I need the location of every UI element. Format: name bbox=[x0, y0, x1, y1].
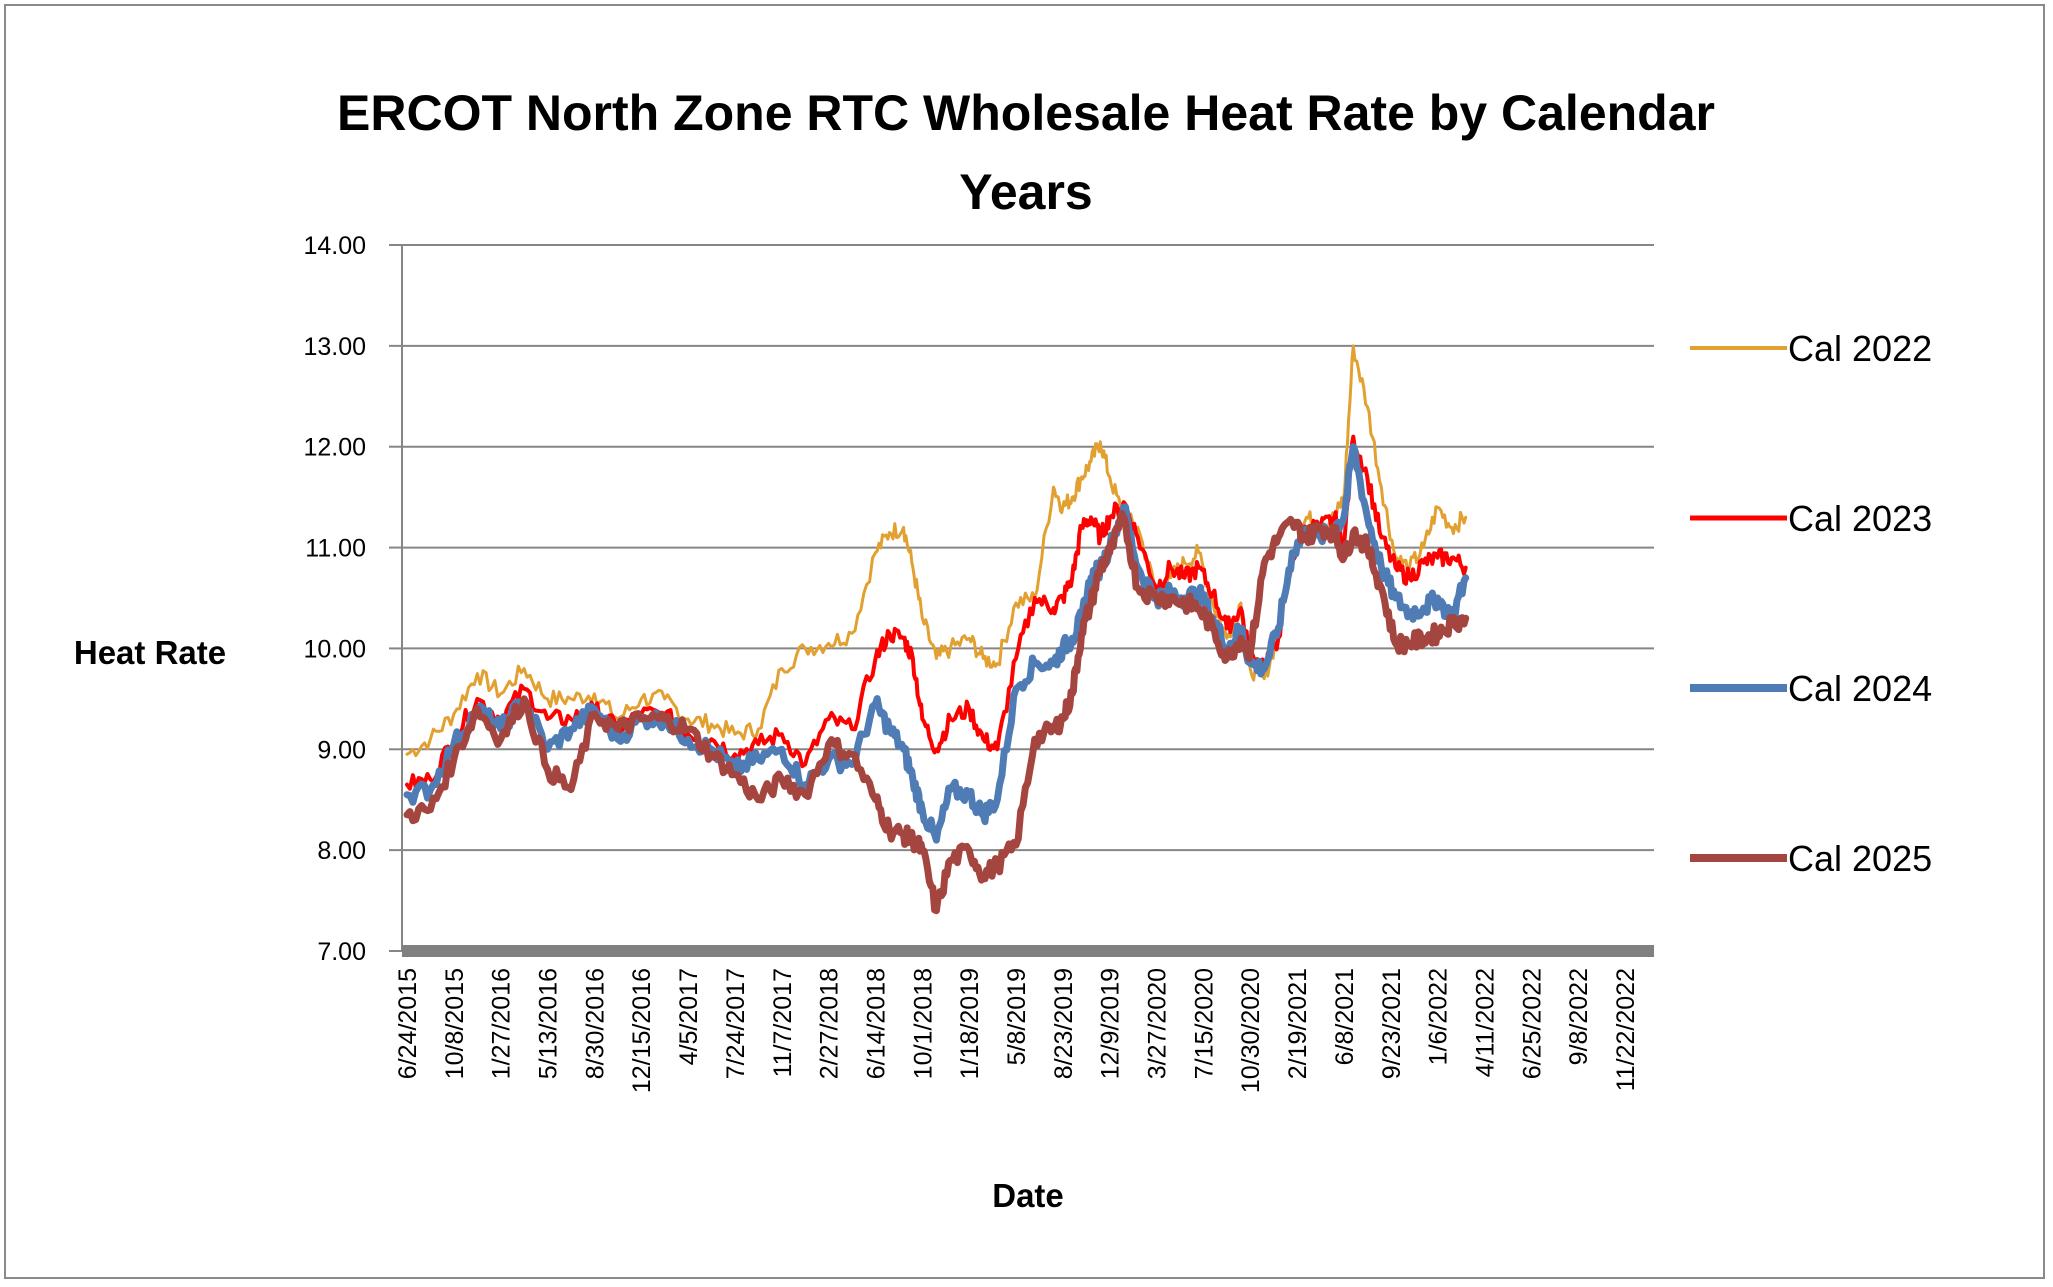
series-line-cal-2025 bbox=[403, 509, 1470, 915]
y-tick-label: 7.00 bbox=[317, 938, 366, 966]
x-axis-label: Date bbox=[992, 1177, 1064, 1214]
x-tick-label: 1/18/2019 bbox=[956, 968, 984, 1079]
legend-label: Cal 2023 bbox=[1788, 498, 1932, 539]
legend-item-cal-2025: Cal 2025 bbox=[1690, 838, 1932, 879]
x-tick-label: 1/6/2022 bbox=[1425, 968, 1453, 1065]
legend: Cal 2022 Cal 2023 Cal 2024 Cal 2025 bbox=[1690, 328, 1932, 879]
gridlines bbox=[389, 244, 1654, 952]
chart-title-line-1: ERCOT North Zone RTC Wholesale Heat Rate… bbox=[337, 85, 1715, 141]
x-tick-label: 7/15/2020 bbox=[1190, 968, 1218, 1079]
x-tick-label: 7/24/2017 bbox=[722, 968, 750, 1079]
x-tick-label: 5/8/2019 bbox=[1003, 968, 1031, 1065]
x-tick-label: 6/8/2021 bbox=[1331, 968, 1359, 1065]
y-tick-label: 10.00 bbox=[303, 635, 366, 663]
y-tick-label: 11.00 bbox=[305, 535, 366, 563]
legend-label: Cal 2025 bbox=[1788, 838, 1932, 879]
series-line-cal-2022 bbox=[405, 344, 1468, 758]
y-tick-labels: 7.00 8.00 9.00 10.00 11.00 12.00 13.00 14.00 bbox=[303, 232, 366, 966]
chart-frame bbox=[4, 4, 2045, 1279]
x-tick-label: 9/23/2021 bbox=[1378, 968, 1406, 1079]
x-tick-label: 1/27/2016 bbox=[488, 968, 516, 1079]
x-tick-label: 2/19/2021 bbox=[1284, 968, 1312, 1079]
x-tick-label: 12/9/2019 bbox=[1097, 968, 1125, 1079]
x-tick-label: 12/15/2016 bbox=[628, 968, 656, 1093]
x-tick-label: 9/8/2022 bbox=[1565, 968, 1593, 1065]
x-tick-label: 6/14/2018 bbox=[862, 968, 890, 1079]
x-tick-label: 2/27/2018 bbox=[816, 968, 844, 1079]
x-tick-label: 10/1/2018 bbox=[909, 968, 937, 1079]
chart-title-line-2: Years bbox=[959, 164, 1092, 220]
x-tick-label: 10/30/2020 bbox=[1237, 968, 1265, 1093]
x-tick-label: 6/25/2022 bbox=[1518, 968, 1546, 1079]
x-tick-label: 11/7/2017 bbox=[769, 968, 797, 1077]
x-tick-label: 8/30/2016 bbox=[581, 968, 609, 1079]
x-tick-labels: 6/24/2015 10/8/2015 1/27/2016 5/13/2016 8/30… bbox=[394, 968, 1640, 1093]
y-axis-label: Heat Rate bbox=[74, 634, 226, 671]
x-tick-label: 3/27/2020 bbox=[1144, 968, 1172, 1079]
x-tick-label: 8/23/2019 bbox=[1050, 968, 1078, 1079]
x-tick-label: 11/22/2022 bbox=[1612, 968, 1640, 1091]
legend-item-cal-2024: Cal 2024 bbox=[1690, 668, 1932, 709]
x-tick-label: 5/13/2016 bbox=[535, 968, 563, 1079]
x-tick-label: 4/5/2017 bbox=[675, 968, 703, 1065]
legend-item-cal-2023: Cal 2023 bbox=[1690, 498, 1932, 539]
legend-label: Cal 2024 bbox=[1788, 668, 1932, 709]
series-lines bbox=[403, 344, 1470, 915]
y-tick-label: 13.00 bbox=[303, 333, 366, 361]
y-tick-label: 12.00 bbox=[303, 434, 366, 462]
x-tick-label: 4/11/2022 bbox=[1471, 968, 1499, 1077]
y-tick-label: 8.00 bbox=[317, 837, 366, 865]
y-tick-label: 9.00 bbox=[317, 736, 366, 764]
y-tick-label: 14.00 bbox=[303, 232, 366, 260]
legend-item-cal-2022: Cal 2022 bbox=[1690, 328, 1932, 369]
x-tick-label: 10/8/2015 bbox=[441, 968, 469, 1079]
legend-label: Cal 2022 bbox=[1788, 328, 1932, 369]
x-tick-label: 6/24/2015 bbox=[394, 968, 422, 1079]
